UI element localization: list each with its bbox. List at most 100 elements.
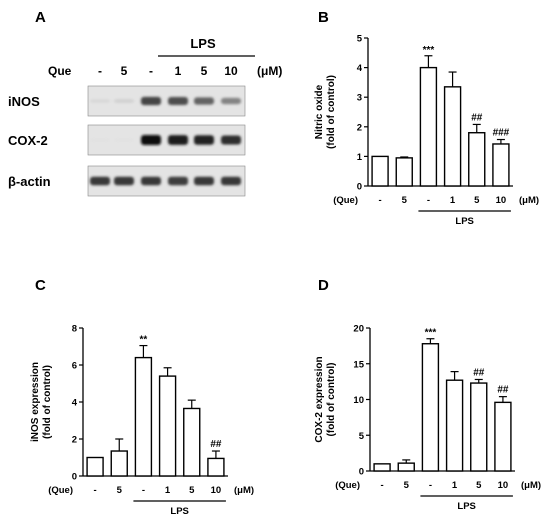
bar [134, 356, 153, 477]
blot-band [90, 138, 110, 142]
y-tick-label: 15 [353, 359, 364, 370]
blot-row-label: iNOS [8, 94, 40, 109]
y-tick-label: 3 [357, 93, 362, 104]
y-tick-label: 1 [357, 152, 363, 163]
x-tick-label: 5 [476, 480, 482, 491]
que-row-label: (Que) [335, 480, 360, 491]
unit-label: (μM) [521, 480, 541, 491]
y-axis-label-line2: (fold of control) [42, 365, 53, 439]
bar [86, 456, 104, 477]
bar [419, 66, 438, 187]
x-tick-label: 1 [165, 485, 171, 496]
blot-band [141, 176, 161, 186]
lane-label: 5 [201, 64, 208, 78]
unit-label: (μM) [519, 195, 539, 206]
blot-band [194, 135, 214, 145]
panel-letter: C [35, 277, 46, 294]
panel-letter-a: A [35, 9, 46, 26]
lane-labels: - 5 - 1 5 10 [98, 64, 238, 78]
y-tick-label: 20 [353, 324, 364, 335]
y-tick-label: 5 [359, 431, 365, 442]
lps-label: LPS [190, 36, 216, 51]
x-tick-label: 5 [117, 485, 123, 496]
y-tick-label: 4 [357, 63, 363, 74]
x-tick-label: - [427, 195, 430, 206]
bar [445, 379, 464, 472]
y-axis-label: iNOS expression(fold of control) [30, 362, 53, 442]
bar [468, 132, 486, 187]
blot-row-label: β-actin [8, 174, 51, 189]
y-tick-label: 4 [72, 398, 78, 409]
blot-band [114, 99, 134, 103]
y-axis-label-line1: iNOS expression [30, 362, 41, 442]
significance-stars: *** [425, 328, 437, 339]
blot-row-label: COX-2 [8, 133, 48, 148]
x-tick-label: - [429, 480, 432, 491]
lps-group-label: LPS [170, 506, 188, 517]
unit-label: (μM) [234, 485, 254, 496]
significance-hashes: ## [210, 439, 222, 450]
y-axis-label: COX-2 expression(fold of control) [314, 356, 337, 442]
blot-row: iNOS [8, 85, 246, 117]
x-tick-label: - [378, 195, 381, 206]
y-tick-label: 8 [72, 324, 77, 335]
bar [397, 462, 415, 472]
y-axis-label-line2: (fold of control) [326, 75, 337, 149]
bar [470, 382, 488, 472]
blot-band [221, 176, 241, 186]
x-tick-label: 10 [496, 195, 507, 206]
bar [421, 343, 440, 472]
y-tick-label: 0 [357, 182, 362, 193]
lps-group-label: LPS [457, 501, 475, 512]
blot-band [194, 176, 214, 186]
cox2-expression-chart: D 0 5 10 15 20 COX-2 expression(fold of contro… [314, 277, 541, 512]
bar [371, 155, 389, 187]
blot-band [221, 97, 241, 105]
x-tick-label: - [93, 485, 96, 496]
y-tick-label: 6 [72, 361, 77, 372]
y-tick-label: 5 [357, 34, 363, 45]
bar [183, 407, 201, 477]
blot-band [168, 176, 188, 186]
inos-expression-chart: C 0 2 4 6 8 iNOS expression(fold of control) - 5… [30, 277, 254, 517]
bar [443, 86, 462, 187]
blot-rows: iNOS COX-2 β-actin [8, 85, 246, 197]
lane-label: - [98, 64, 102, 78]
blot-band [141, 135, 161, 145]
lane-label: 10 [224, 64, 238, 78]
blot-row: β-actin [8, 165, 246, 197]
significance-hashes: ## [473, 367, 485, 378]
blot-band [194, 97, 214, 105]
lane-label: - [149, 64, 153, 78]
lane-label: 1 [175, 64, 182, 78]
lane-label: 5 [121, 64, 128, 78]
significance-hashes: ## [471, 112, 483, 123]
bar [373, 463, 391, 472]
bar [492, 143, 510, 187]
panel-letter: B [318, 9, 329, 26]
x-tick-label: - [142, 485, 145, 496]
x-tick-label: 5 [402, 195, 408, 206]
que-label: Que [48, 64, 72, 78]
bar [110, 450, 128, 477]
que-row-label: (Que) [333, 195, 358, 206]
x-tick-label: 1 [450, 195, 456, 206]
bar [494, 401, 512, 472]
bar [158, 375, 177, 477]
que-row-label: (Que) [48, 485, 73, 496]
significance-stars: ** [140, 335, 148, 346]
blot-band [221, 135, 241, 145]
bar [207, 457, 225, 477]
y-tick-label: 0 [72, 472, 77, 483]
x-tick-label: 5 [474, 195, 480, 206]
blot-band [141, 96, 161, 106]
x-tick-label: 5 [189, 485, 195, 496]
nitric-oxide-chart: B 0 1 2 3 4 5 Nitric oxide(fold of control) - 5 **… [314, 9, 539, 227]
y-tick-label: 0 [359, 467, 364, 478]
y-tick-label: 2 [72, 435, 77, 446]
panel-letter: D [318, 277, 329, 294]
x-tick-label: - [380, 480, 383, 491]
x-tick-label: 10 [498, 480, 509, 491]
y-axis-label-line1: Nitric oxide [314, 84, 325, 139]
